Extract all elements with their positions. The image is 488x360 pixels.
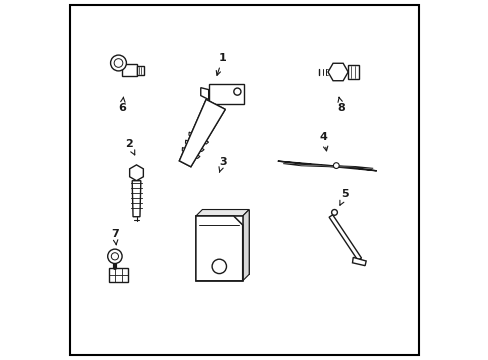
- Polygon shape: [202, 210, 249, 274]
- Polygon shape: [277, 161, 376, 171]
- Circle shape: [110, 55, 126, 71]
- Polygon shape: [201, 88, 208, 100]
- Polygon shape: [196, 216, 242, 281]
- Circle shape: [107, 249, 122, 264]
- Polygon shape: [196, 210, 249, 216]
- Polygon shape: [283, 164, 372, 168]
- Circle shape: [114, 59, 122, 67]
- Text: 1: 1: [216, 53, 226, 75]
- Polygon shape: [327, 63, 347, 81]
- Polygon shape: [196, 216, 242, 281]
- Text: 7: 7: [111, 229, 119, 245]
- Polygon shape: [132, 181, 141, 217]
- Polygon shape: [108, 268, 128, 282]
- Polygon shape: [352, 257, 366, 266]
- Polygon shape: [328, 215, 361, 260]
- Circle shape: [331, 210, 337, 215]
- Circle shape: [212, 259, 226, 274]
- Polygon shape: [182, 147, 200, 158]
- Polygon shape: [208, 84, 244, 104]
- Text: 4: 4: [319, 132, 327, 151]
- Text: 3: 3: [219, 157, 226, 172]
- Polygon shape: [122, 64, 137, 76]
- Polygon shape: [185, 140, 203, 152]
- Text: 8: 8: [337, 97, 345, 113]
- Text: 5: 5: [339, 189, 348, 205]
- Polygon shape: [137, 66, 144, 75]
- Polygon shape: [179, 99, 225, 167]
- Circle shape: [111, 253, 118, 260]
- Polygon shape: [129, 165, 143, 181]
- Polygon shape: [347, 65, 358, 79]
- Polygon shape: [188, 132, 208, 144]
- Text: 2: 2: [125, 139, 135, 155]
- Circle shape: [233, 88, 241, 95]
- Circle shape: [333, 163, 339, 168]
- Polygon shape: [179, 99, 225, 167]
- Text: 6: 6: [118, 97, 126, 113]
- Polygon shape: [242, 210, 249, 281]
